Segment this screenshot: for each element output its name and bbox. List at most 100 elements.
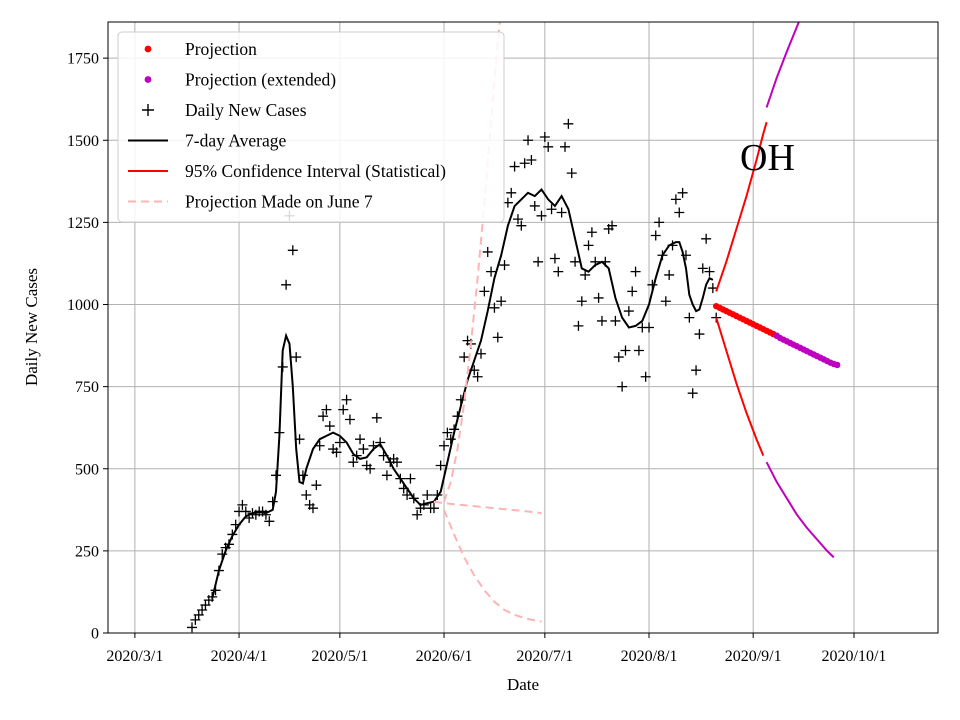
chart-annotation: OH [740, 137, 795, 179]
daily-case-marker [674, 207, 685, 218]
legend-box [117, 31, 505, 223]
daily-case-marker [566, 168, 577, 179]
legend: Projection Projection (extended) Daily New… [117, 31, 505, 223]
daily-case-marker [570, 256, 581, 267]
daily-case-marker [412, 509, 423, 520]
y-tick-label: 750 [75, 379, 99, 396]
daily-case-marker [459, 352, 470, 363]
daily-case-marker [472, 371, 483, 382]
daily-case-marker [684, 312, 695, 323]
daily-case-marker [391, 457, 402, 468]
daily-case-marker [694, 329, 705, 340]
daily-case-marker [435, 460, 446, 471]
daily-case-marker [549, 253, 560, 264]
daily-case-marker [422, 490, 433, 501]
daily-case-marker [358, 444, 369, 455]
daily-case-marker [291, 352, 302, 363]
daily-case-marker [240, 506, 251, 517]
x-tick-label: 2020/10/1 [822, 648, 887, 665]
daily-case-marker [633, 345, 644, 356]
daily-case-marker [573, 320, 584, 331]
daily-case-marker [264, 516, 275, 527]
daily-case-marker [281, 279, 292, 290]
axes: 0 250 500 750 1000 1250 1500 1750 2020/3/1 2020/4… [67, 51, 886, 665]
daily-case-marker [489, 302, 500, 313]
daily-case-marker [344, 414, 355, 425]
legend-entry-proj: Projection [144, 39, 257, 59]
daily-case-marker [301, 490, 312, 501]
x-tick-label: 2020/8/1 [621, 648, 678, 665]
daily-case-marker [593, 292, 604, 303]
daily-case-marker [533, 256, 544, 267]
plot-area [187, 22, 841, 633]
daily-case-marker [381, 470, 392, 481]
daily-case-marker [630, 266, 641, 277]
x-tick-label: 2020/6/1 [416, 648, 473, 665]
daily-case-marker [640, 371, 651, 382]
legend-entry-ci: 95% Confidence Interval (Statistical) [128, 161, 446, 181]
legend-entry-avg: 7-day Average [128, 131, 286, 151]
daily-case-marker [371, 412, 382, 423]
series-line-ci [715, 121, 768, 292]
plot-frame [107, 21, 939, 634]
daily-case-marker [492, 332, 503, 343]
series-line-june [433, 500, 542, 515]
daily-case-marker [439, 440, 450, 451]
series-daily-new-cases [187, 118, 722, 633]
daily-case-marker [355, 434, 366, 445]
daily-case-marker [697, 263, 708, 274]
daily-case-marker [586, 227, 597, 238]
legend-entry-proj_ext: Projection (extended) [144, 70, 336, 90]
daily-case-marker [509, 161, 520, 172]
series-proj_ext [773, 332, 841, 369]
legend-label: Projection (extended) [185, 70, 336, 90]
daily-case-marker [660, 296, 671, 307]
daily-case-marker [556, 207, 567, 218]
daily-case-marker [287, 245, 298, 256]
legend-entry-daily: Daily New Cases [142, 100, 307, 120]
daily-case-marker [644, 322, 655, 333]
daily-case-marker [482, 246, 493, 257]
legend-marker [144, 76, 152, 83]
legend-marker [142, 104, 154, 116]
y-tick-label: 1250 [67, 215, 99, 232]
daily-case-marker [506, 187, 517, 198]
series-line-avg [211, 187, 714, 599]
series-line-proj_ext [765, 461, 835, 559]
daily-case-marker [519, 158, 530, 169]
daily-case-marker [217, 549, 228, 560]
x-tick-label: 2020/7/1 [516, 648, 573, 665]
daily-case-marker [321, 404, 332, 415]
daily-case-marker [607, 220, 618, 231]
daily-case-marker [428, 503, 439, 514]
daily-case-marker [563, 118, 574, 129]
daily-case-marker [620, 345, 631, 356]
daily-case-marker [442, 427, 453, 438]
daily-case-marker [526, 154, 537, 165]
series-line-proj_ext [765, 22, 800, 108]
daily-case-marker [496, 296, 507, 307]
daily-case-marker [687, 388, 698, 399]
daily-case-marker [536, 210, 547, 221]
daily-case-marker [479, 286, 490, 297]
x-tick-label: 2020/4/1 [211, 648, 268, 665]
daily-case-marker [560, 141, 571, 152]
x-tick-label: 2020/5/1 [311, 648, 368, 665]
daily-case-marker [348, 457, 359, 468]
daily-case-marker [512, 214, 523, 225]
legend-label: Projection Made on June 7 [185, 192, 373, 212]
legend-label: Daily New Cases [185, 100, 307, 120]
daily-case-marker [341, 394, 352, 405]
x-axis-label: Date [507, 675, 539, 694]
daily-case-marker [486, 266, 497, 277]
daily-case-marker [331, 447, 342, 458]
daily-case-marker [365, 463, 376, 474]
series-line-ci [715, 317, 765, 456]
daily-case-marker [307, 503, 318, 514]
legend-label: Projection [185, 39, 257, 59]
y-tick-label: 500 [75, 461, 99, 478]
daily-case-marker [334, 437, 345, 448]
daily-case-marker [543, 141, 554, 152]
daily-case-marker [664, 269, 675, 280]
daily-case-marker [260, 509, 271, 520]
